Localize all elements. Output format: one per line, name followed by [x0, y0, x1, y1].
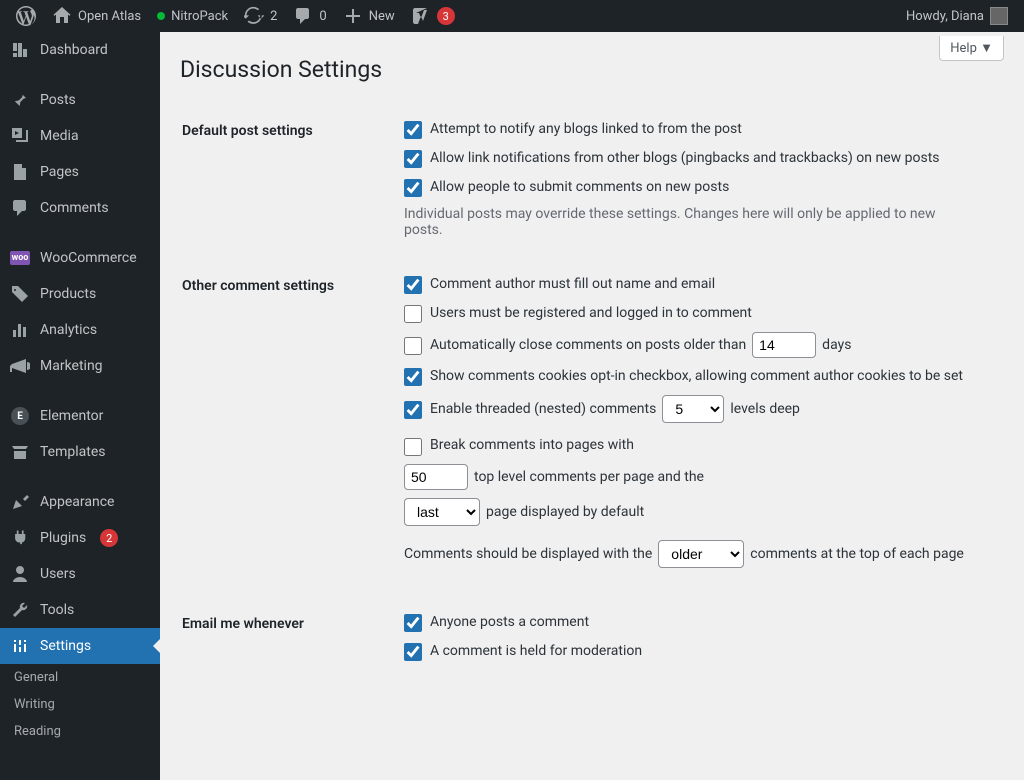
chk-auto-close[interactable]	[404, 337, 422, 355]
settings-submenu: General Writing Reading	[0, 664, 160, 745]
lbl-order-pre: Comments should be displayed with the	[404, 544, 652, 565]
heading-email: Email me whenever	[182, 602, 402, 694]
plugins-badge: 2	[100, 529, 118, 547]
lbl-auto-close-post: days	[822, 335, 851, 356]
chk-email-moderation[interactable]	[404, 643, 422, 661]
yoast-icon	[411, 6, 431, 26]
users-icon	[10, 564, 30, 584]
lbl-auto-close-pre: Automatically close comments on posts ol…	[430, 335, 746, 356]
menu-tools[interactable]: Tools	[0, 592, 160, 628]
yoast-badge: 3	[437, 7, 455, 25]
wordpress-icon	[16, 6, 36, 26]
templates-icon	[10, 442, 30, 462]
pin-icon	[10, 90, 30, 110]
elementor-icon: E	[10, 406, 30, 426]
chk-cookies-optin[interactable]	[404, 368, 422, 386]
menu-marketing[interactable]: Marketing	[0, 348, 160, 384]
lbl-cookies-optin: Show comments cookies opt-in checkbox, a…	[430, 366, 963, 387]
menu-templates[interactable]: Templates	[0, 434, 160, 470]
help-tab[interactable]: Help ▼	[939, 36, 1004, 61]
lbl-allow-pingbacks: Allow link notifications from other blog…	[430, 148, 940, 169]
lbl-name-email: Comment author must fill out name and em…	[430, 274, 715, 295]
menu-analytics[interactable]: Analytics	[0, 312, 160, 348]
analytics-icon	[10, 320, 30, 340]
status-dot-icon	[157, 12, 165, 20]
chk-paginate[interactable]	[404, 438, 422, 456]
lbl-order-post: comments at the top of each page	[750, 544, 964, 565]
avatar-icon	[990, 7, 1008, 25]
comments-icon	[10, 198, 30, 218]
dashboard-icon	[10, 40, 30, 60]
tools-icon	[10, 600, 30, 620]
default-post-note: Individual posts may override these sett…	[404, 206, 964, 238]
heading-other: Other comment settings	[182, 264, 402, 600]
lbl-allow-comments: Allow people to submit comments on new p…	[430, 177, 729, 198]
admin-sidebar: Dashboard Posts Media Pages Comments woo…	[0, 32, 160, 780]
menu-plugins[interactable]: Plugins 2	[0, 520, 160, 556]
site-link[interactable]: Open Atlas	[44, 0, 149, 32]
menu-comments[interactable]: Comments	[0, 190, 160, 226]
products-icon	[10, 284, 30, 304]
plugins-icon	[10, 528, 30, 548]
menu-woocommerce[interactable]: woo WooCommerce	[0, 240, 160, 276]
account-link[interactable]: Howdy, Diana	[898, 0, 1016, 32]
chk-allow-comments[interactable]	[404, 179, 422, 197]
input-close-days[interactable]	[752, 332, 816, 358]
new-link[interactable]: New	[335, 0, 403, 32]
chk-allow-pingbacks[interactable]	[404, 150, 422, 168]
lbl-threaded-post: levels deep	[730, 399, 800, 420]
menu-posts[interactable]: Posts	[0, 82, 160, 118]
admin-bar: Open Atlas NitroPack 2 0 New 3 Howdy, Di…	[0, 0, 1024, 32]
menu-appearance[interactable]: Appearance	[0, 484, 160, 520]
media-icon	[10, 126, 30, 146]
submenu-writing[interactable]: Writing	[0, 691, 160, 718]
menu-users[interactable]: Users	[0, 556, 160, 592]
appearance-icon	[10, 492, 30, 512]
chk-notify-blogs[interactable]	[404, 121, 422, 139]
chk-email-anyone[interactable]	[404, 614, 422, 632]
submenu-general[interactable]: General	[0, 664, 160, 691]
lbl-paginate: Break comments into pages with	[430, 435, 634, 456]
input-per-page[interactable]	[404, 464, 468, 490]
yoast-link[interactable]: 3	[403, 0, 463, 32]
plus-icon	[343, 6, 363, 26]
update-icon	[244, 6, 264, 26]
comment-icon	[293, 6, 313, 26]
lbl-threaded-pre: Enable threaded (nested) comments	[430, 399, 656, 420]
lbl-notify-blogs: Attempt to notify any blogs linked to fr…	[430, 119, 742, 140]
page-icon	[10, 162, 30, 182]
woo-icon: woo	[10, 248, 30, 268]
content-area: Help ▼ Discussion Settings Default post …	[160, 32, 1024, 780]
chk-threaded[interactable]	[404, 401, 422, 419]
menu-pages[interactable]: Pages	[0, 154, 160, 190]
chk-name-email[interactable]	[404, 276, 422, 294]
nitropack-link[interactable]: NitroPack	[149, 0, 236, 32]
settings-icon	[10, 636, 30, 656]
submenu-reading[interactable]: Reading	[0, 718, 160, 745]
site-name: Open Atlas	[78, 9, 141, 24]
menu-products[interactable]: Products	[0, 276, 160, 312]
heading-default-post: Default post settings	[182, 109, 402, 262]
menu-elementor[interactable]: E Elementor	[0, 398, 160, 434]
home-icon	[52, 6, 72, 26]
lbl-email-moderation: A comment is held for moderation	[430, 641, 642, 662]
select-default-page[interactable]: last	[404, 498, 480, 526]
lbl-paginate-mid: top level comments per page and the	[474, 467, 704, 488]
marketing-icon	[10, 356, 30, 376]
select-thread-depth[interactable]: 5	[662, 395, 724, 423]
page-title: Discussion Settings	[180, 56, 1004, 83]
chk-registered[interactable]	[404, 305, 422, 323]
menu-settings[interactable]: Settings	[0, 628, 160, 664]
select-comment-order[interactable]: older	[658, 540, 744, 568]
lbl-registered: Users must be registered and logged in t…	[430, 303, 752, 324]
menu-media[interactable]: Media	[0, 118, 160, 154]
lbl-email-anyone: Anyone posts a comment	[430, 612, 589, 633]
updates-link[interactable]: 2	[236, 0, 285, 32]
comments-link[interactable]: 0	[285, 0, 334, 32]
wp-logo[interactable]	[8, 0, 44, 32]
lbl-paginate-end: page displayed by default	[486, 502, 644, 523]
menu-dashboard[interactable]: Dashboard	[0, 32, 160, 68]
